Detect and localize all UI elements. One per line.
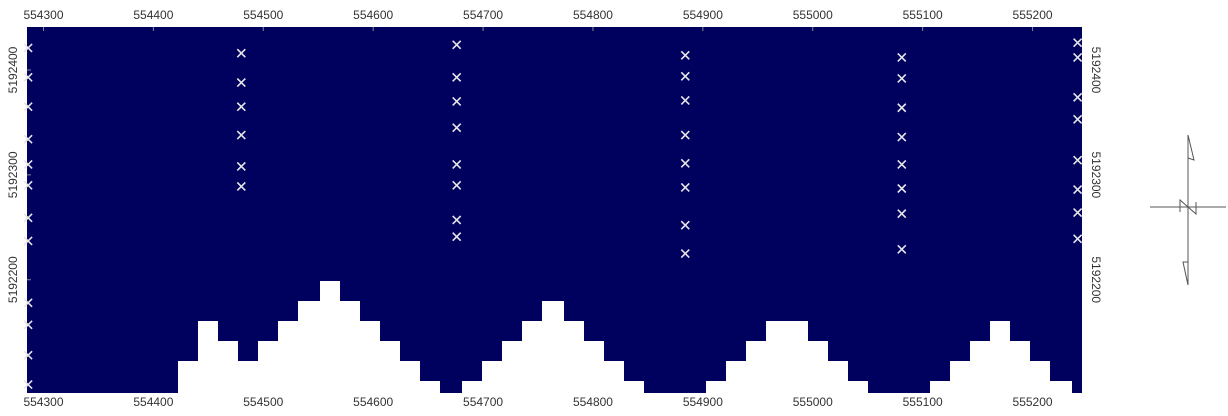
x-tick-label-top: 554900 [683, 8, 723, 22]
marker [1073, 184, 1083, 195]
marker [680, 71, 690, 81]
x-tick-label-top: 555200 [1013, 8, 1053, 22]
x-tick-label-bottom: 554500 [243, 395, 283, 409]
marker [1073, 92, 1083, 102]
marker [23, 380, 33, 390]
x-tick-label-top: 554800 [573, 8, 613, 22]
marker [236, 48, 246, 58]
x-tick-label-bottom: 554700 [463, 395, 503, 409]
marker [23, 43, 33, 53]
x-tick-label-top: 555100 [903, 8, 943, 22]
marker [680, 158, 690, 168]
marker [1073, 155, 1083, 165]
y-tick-label-right: 5192200 [1089, 256, 1103, 303]
marker [452, 72, 462, 82]
marker [452, 215, 462, 225]
x-tick-label-top: 554400 [133, 8, 173, 22]
marker [680, 50, 690, 60]
marker [236, 130, 246, 140]
y-tick-label-left: 5192200 [6, 256, 20, 303]
y-tick-label-right: 5192400 [1089, 47, 1103, 94]
x-tick-label-bottom: 554900 [683, 395, 723, 409]
marker [23, 298, 33, 308]
x-tick-label-bottom: 555200 [1013, 395, 1053, 409]
marker [23, 320, 33, 330]
x-tick-label-bottom: 555000 [793, 395, 833, 409]
marker [236, 78, 246, 88]
marker [897, 183, 907, 194]
x-tick-label-top: 554600 [353, 8, 393, 22]
x-tick-label-top: 554300 [23, 8, 63, 22]
x-tick-label-bottom: 554300 [23, 395, 63, 409]
marker [23, 102, 33, 112]
marker [23, 180, 33, 190]
marker [897, 209, 907, 219]
north-arrow [1150, 134, 1226, 286]
x-tick-label-bottom: 554400 [133, 395, 173, 409]
x-tick-label-top: 555000 [793, 8, 833, 22]
marker [680, 248, 690, 259]
marker [1073, 234, 1083, 244]
x-tick-label-bottom: 554600 [353, 395, 393, 409]
marker [452, 180, 462, 190]
marker [897, 244, 907, 254]
marker [23, 213, 33, 223]
marker [1073, 114, 1083, 124]
marker [680, 220, 690, 230]
x-tick-label-top: 554700 [463, 8, 503, 22]
marker [236, 102, 246, 112]
y-tick-label-right: 5192300 [1089, 152, 1103, 199]
marker [236, 161, 246, 172]
marker [897, 103, 907, 113]
marker [452, 40, 462, 50]
marker [1073, 208, 1083, 218]
marker [452, 96, 462, 107]
marker [23, 72, 33, 82]
y-tick-label-left: 5192300 [6, 151, 20, 198]
x-tick-label-bottom: 555100 [903, 395, 943, 409]
marker [452, 159, 462, 169]
marker [23, 159, 33, 169]
marker [23, 350, 33, 360]
marker [680, 182, 690, 193]
marker [236, 181, 246, 191]
marker [452, 123, 462, 133]
marker [897, 52, 907, 62]
marker [897, 132, 907, 142]
marker [897, 73, 907, 83]
marker [680, 95, 690, 105]
marker [452, 232, 462, 242]
marker [23, 134, 33, 144]
marker [680, 130, 690, 140]
y-tick-label-left: 5192400 [6, 46, 20, 93]
marker [1073, 52, 1083, 62]
marker [897, 159, 907, 169]
marker [1073, 38, 1083, 48]
x-tick-label-top: 554500 [243, 8, 283, 22]
terrain-mask [178, 281, 1072, 393]
marker [23, 236, 33, 246]
x-tick-label-bottom: 554800 [573, 395, 613, 409]
